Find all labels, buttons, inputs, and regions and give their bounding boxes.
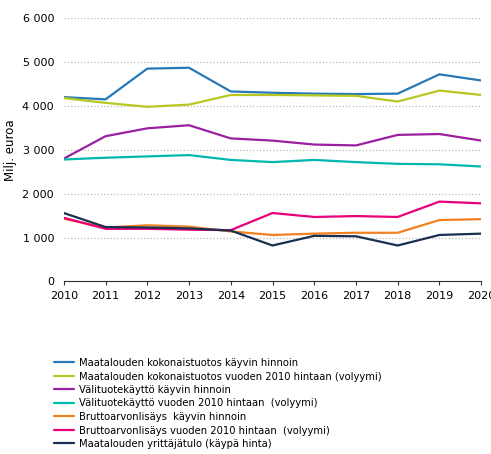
Maatalouden yrittäjätulo (käypä hinta) — [436, 232, 442, 238]
Bruttoarvonlisäys vuoden 2010 hintaan  (volyymi) — [270, 210, 275, 216]
Bruttoarvonlisäys  käyvin hinnoin — [436, 217, 442, 223]
Bruttoarvonlisäys vuoden 2010 hintaan  (volyymi) — [311, 214, 317, 220]
Maatalouden kokonaistuotos käyvin hinnoin — [311, 91, 317, 96]
Line: Maatalouden yrittäjätulo (käypä hinta): Maatalouden yrittäjätulo (käypä hinta) — [64, 213, 481, 246]
Maatalouden kokonaistuotos vuoden 2010 hintaan (volyymi) — [311, 93, 317, 98]
Line: Välituotekäyttö vuoden 2010 hintaan  (volyymi): Välituotekäyttö vuoden 2010 hintaan (vol… — [64, 155, 481, 167]
Välituotekäyttö vuoden 2010 hintaan  (volyymi) — [186, 153, 192, 158]
Maatalouden kokonaistuotos vuoden 2010 hintaan (volyymi) — [103, 100, 109, 106]
Maatalouden yrittäjätulo (käypä hinta) — [311, 233, 317, 238]
Bruttoarvonlisäys vuoden 2010 hintaan  (volyymi) — [395, 214, 401, 220]
Maatalouden yrittäjätulo (käypä hinta) — [103, 224, 109, 230]
Maatalouden kokonaistuotos käyvin hinnoin — [436, 72, 442, 77]
Bruttoarvonlisäys vuoden 2010 hintaan  (volyymi) — [478, 201, 484, 206]
Bruttoarvonlisäys  käyvin hinnoin — [270, 232, 275, 238]
Maatalouden kokonaistuotos käyvin hinnoin — [228, 89, 234, 94]
Maatalouden kokonaistuotos käyvin hinnoin — [478, 78, 484, 83]
Line: Bruttoarvonlisäys vuoden 2010 hintaan  (volyymi): Bruttoarvonlisäys vuoden 2010 hintaan (v… — [64, 202, 481, 230]
Välituotekäyttö vuoden 2010 hintaan  (volyymi) — [103, 155, 109, 160]
Välituotekäyttö vuoden 2010 hintaan  (volyymi) — [228, 157, 234, 163]
Maatalouden kokonaistuotos vuoden 2010 hintaan (volyymi) — [186, 102, 192, 107]
Maatalouden kokonaistuotos käyvin hinnoin — [61, 94, 67, 100]
Välituotekäyttö vuoden 2010 hintaan  (volyymi) — [144, 153, 150, 159]
Maatalouden kokonaistuotos vuoden 2010 hintaan (volyymi) — [270, 92, 275, 98]
Maatalouden kokonaistuotos käyvin hinnoin — [103, 97, 109, 102]
Bruttoarvonlisäys vuoden 2010 hintaan  (volyymi) — [61, 215, 67, 221]
Maatalouden kokonaistuotos käyvin hinnoin — [186, 65, 192, 70]
Bruttoarvonlisäys  käyvin hinnoin — [144, 222, 150, 228]
Maatalouden yrittäjätulo (käypä hinta) — [353, 233, 359, 239]
Maatalouden kokonaistuotos käyvin hinnoin — [395, 91, 401, 96]
Maatalouden yrittäjätulo (käypä hinta) — [395, 243, 401, 248]
Välituotekäyttö käyvin hinnoin — [103, 133, 109, 139]
Välituotekäyttö vuoden 2010 hintaan  (volyymi) — [436, 162, 442, 167]
Välituotekäyttö vuoden 2010 hintaan  (volyymi) — [311, 157, 317, 163]
Legend: Maatalouden kokonaistuotos käyvin hinnoin, Maatalouden kokonaistuotos vuoden 201: Maatalouden kokonaistuotos käyvin hinnoi… — [54, 358, 382, 449]
Välituotekäyttö vuoden 2010 hintaan  (volyymi) — [478, 164, 484, 169]
Välituotekäyttö käyvin hinnoin — [61, 156, 67, 161]
Maatalouden kokonaistuotos vuoden 2010 hintaan (volyymi) — [144, 104, 150, 109]
Välituotekäyttö vuoden 2010 hintaan  (volyymi) — [61, 157, 67, 162]
Maatalouden kokonaistuotos vuoden 2010 hintaan (volyymi) — [353, 93, 359, 99]
Bruttoarvonlisäys vuoden 2010 hintaan  (volyymi) — [436, 199, 442, 204]
Välituotekäyttö vuoden 2010 hintaan  (volyymi) — [395, 161, 401, 167]
Bruttoarvonlisäys  käyvin hinnoin — [228, 229, 234, 234]
Maatalouden yrittäjätulo (käypä hinta) — [186, 226, 192, 231]
Maatalouden kokonaistuotos vuoden 2010 hintaan (volyymi) — [61, 95, 67, 101]
Line: Välituotekäyttö käyvin hinnoin: Välituotekäyttö käyvin hinnoin — [64, 125, 481, 158]
Line: Bruttoarvonlisäys  käyvin hinnoin: Bruttoarvonlisäys käyvin hinnoin — [64, 219, 481, 235]
Bruttoarvonlisäys vuoden 2010 hintaan  (volyymi) — [186, 227, 192, 232]
Maatalouden kokonaistuotos käyvin hinnoin — [270, 90, 275, 95]
Bruttoarvonlisäys vuoden 2010 hintaan  (volyymi) — [228, 227, 234, 233]
Välituotekäyttö vuoden 2010 hintaan  (volyymi) — [353, 159, 359, 165]
Maatalouden kokonaistuotos vuoden 2010 hintaan (volyymi) — [228, 92, 234, 98]
Maatalouden kokonaistuotos käyvin hinnoin — [353, 91, 359, 97]
Bruttoarvonlisäys  käyvin hinnoin — [395, 230, 401, 236]
Välituotekäyttö käyvin hinnoin — [395, 132, 401, 138]
Maatalouden yrittäjätulo (käypä hinta) — [228, 228, 234, 233]
Maatalouden kokonaistuotos käyvin hinnoin — [144, 66, 150, 71]
Bruttoarvonlisäys  käyvin hinnoin — [61, 216, 67, 222]
Välituotekäyttö käyvin hinnoin — [186, 123, 192, 128]
Maatalouden yrittäjätulo (käypä hinta) — [478, 231, 484, 237]
Välituotekäyttö käyvin hinnoin — [311, 142, 317, 147]
Bruttoarvonlisäys vuoden 2010 hintaan  (volyymi) — [353, 213, 359, 219]
Välituotekäyttö käyvin hinnoin — [270, 138, 275, 143]
Maatalouden yrittäjätulo (käypä hinta) — [61, 210, 67, 216]
Välituotekäyttö vuoden 2010 hintaan  (volyymi) — [270, 159, 275, 165]
Line: Maatalouden kokonaistuotos käyvin hinnoin: Maatalouden kokonaistuotos käyvin hinnoi… — [64, 68, 481, 99]
Maatalouden kokonaistuotos vuoden 2010 hintaan (volyymi) — [436, 88, 442, 94]
Bruttoarvonlisäys  käyvin hinnoin — [186, 224, 192, 229]
Maatalouden kokonaistuotos vuoden 2010 hintaan (volyymi) — [395, 99, 401, 104]
Välituotekäyttö käyvin hinnoin — [478, 138, 484, 143]
Maatalouden yrittäjätulo (käypä hinta) — [144, 225, 150, 230]
Bruttoarvonlisäys vuoden 2010 hintaan  (volyymi) — [144, 226, 150, 232]
Välituotekäyttö käyvin hinnoin — [228, 136, 234, 141]
Välituotekäyttö käyvin hinnoin — [436, 131, 442, 137]
Bruttoarvonlisäys  käyvin hinnoin — [103, 225, 109, 230]
Bruttoarvonlisäys vuoden 2010 hintaan  (volyymi) — [103, 226, 109, 232]
Bruttoarvonlisäys  käyvin hinnoin — [311, 231, 317, 237]
Bruttoarvonlisäys  käyvin hinnoin — [353, 230, 359, 236]
Välituotekäyttö käyvin hinnoin — [353, 143, 359, 148]
Maatalouden kokonaistuotos vuoden 2010 hintaan (volyymi) — [478, 92, 484, 98]
Maatalouden yrittäjätulo (käypä hinta) — [270, 243, 275, 248]
Välituotekäyttö käyvin hinnoin — [144, 126, 150, 131]
Line: Maatalouden kokonaistuotos vuoden 2010 hintaan (volyymi): Maatalouden kokonaistuotos vuoden 2010 h… — [64, 91, 481, 107]
Bruttoarvonlisäys  käyvin hinnoin — [478, 217, 484, 222]
Y-axis label: Milj. euroa: Milj. euroa — [4, 119, 17, 181]
